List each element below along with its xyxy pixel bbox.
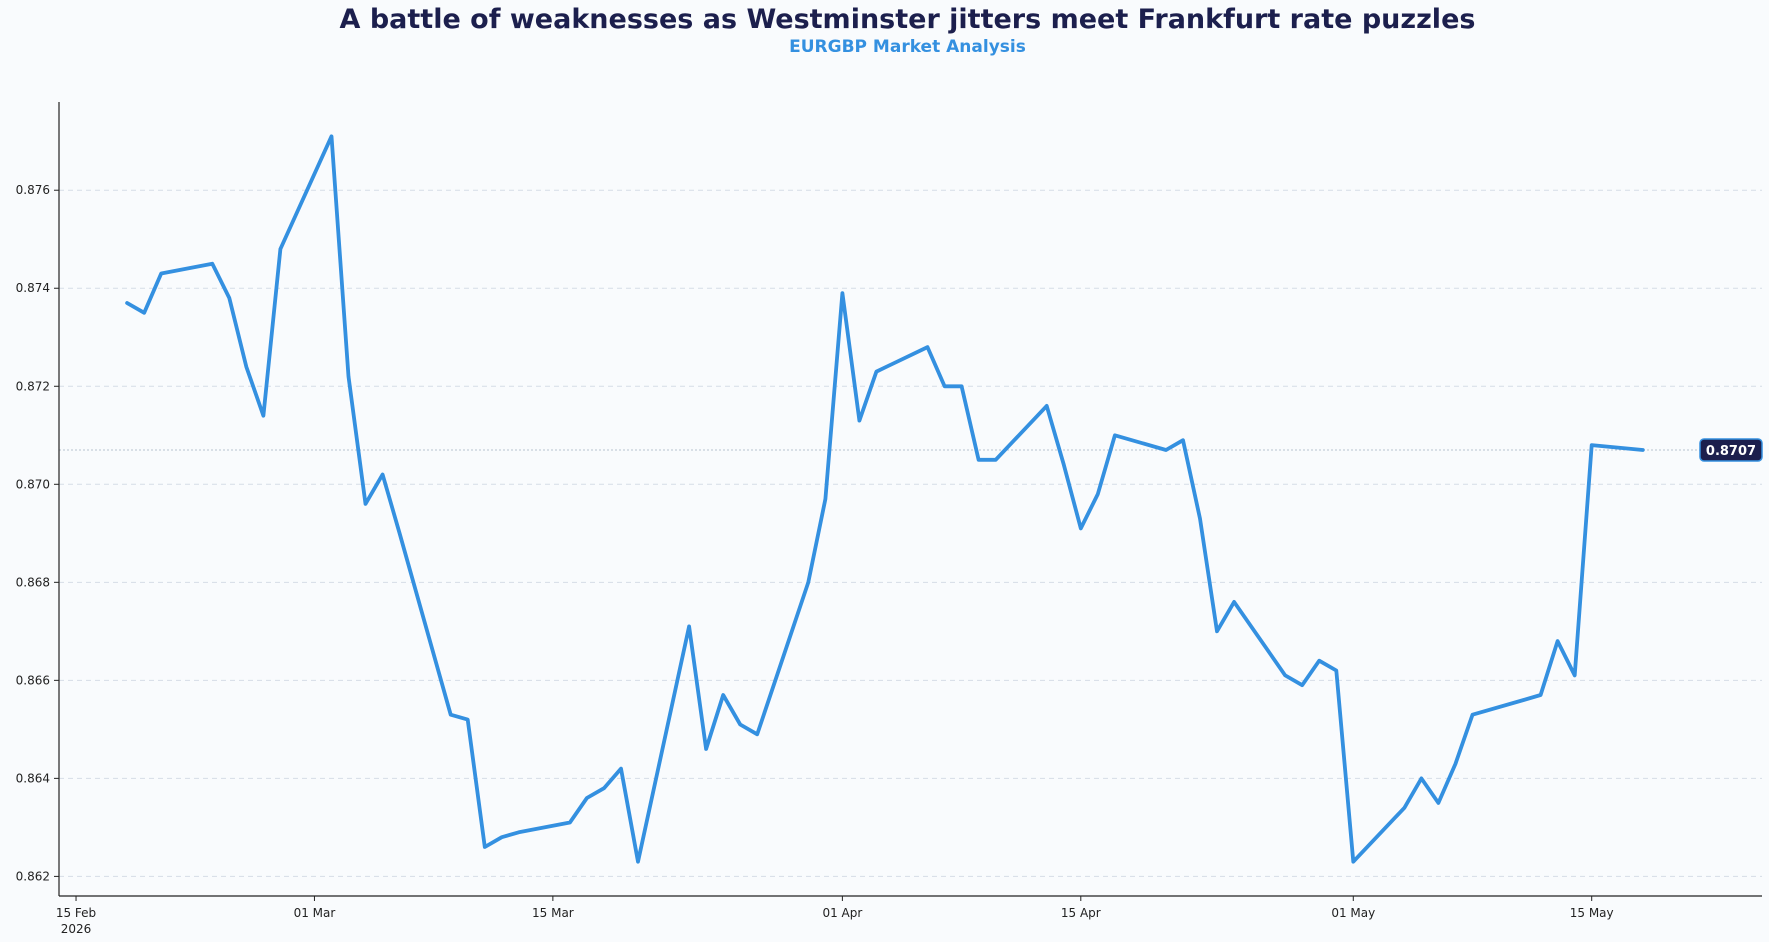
data-point [568,821,572,824]
data-point [1300,683,1304,687]
series-line [125,134,1645,864]
data-point [1164,448,1168,452]
data-point [926,345,929,349]
x-tick-label: 15 Mar [532,906,574,920]
y-tick-label: 0.870 [16,477,50,491]
data-point [1351,860,1355,864]
data-point [500,835,504,839]
data-point [1198,517,1202,521]
data-point [1590,443,1594,447]
data-point [585,796,589,800]
data-point [1556,639,1560,643]
data-point [381,473,385,476]
data-point [806,580,810,584]
data-point [1045,404,1049,408]
data-point [874,370,878,374]
last-value-label: 0.8707 [1706,444,1756,459]
data-point [517,830,521,834]
data-point [483,845,487,849]
data-point [857,419,861,423]
chart-subtitle: EURGBP Market Analysis [789,37,1026,57]
data-point [1079,526,1083,530]
data-point [1573,673,1577,677]
data-point [244,365,248,369]
data-point [1096,492,1100,496]
data-point [1641,448,1645,452]
data-point [823,497,827,501]
data-point [1539,693,1543,697]
x-axis-ticks: 15 Feb 2026 01 Mar 15 Mar 01 Apr 15 Apr 01 May… [56,896,1614,936]
data-point [619,767,623,771]
x-tick-label: 15 Apr [1061,906,1101,920]
data-point [1402,806,1406,810]
data-point [704,747,708,751]
data-point [1454,762,1457,766]
y-tick-label: 0.874 [16,281,50,295]
data-point [960,384,964,388]
y-axis-ticks: 0.862 0.864 0.866 0.868 0.870 0.872 0.874 0.876 [16,183,59,883]
data-point [210,262,214,266]
data-point [1419,776,1423,780]
last-value-badge-box [1699,438,1763,462]
data-point [1181,438,1185,442]
y-tick-label: 0.864 [16,771,50,785]
data-point [687,624,691,628]
x-tick-label: 01 Mar [294,906,336,920]
data-point [721,693,725,697]
y-tick-label: 0.868 [16,575,50,589]
data-point [1062,463,1066,467]
data-point [943,384,947,388]
data-point [1232,600,1236,604]
data-point [466,718,470,722]
y-tick-label: 0.866 [16,673,50,687]
grid-lines [59,189,1762,877]
data-point [738,723,742,726]
data-point [449,713,453,717]
x-tick-label: 01 Apr [822,906,862,920]
data-point [398,531,402,535]
x-tick-label: 01 May [1331,906,1375,920]
data-point [755,732,759,736]
data-point [1522,698,1526,702]
data-point [1215,629,1219,633]
y-tick-label: 0.872 [16,379,50,393]
last-value-badge: 0.8707 [1699,438,1763,462]
x-tick-label: 15 Feb [56,906,96,920]
data-point [994,458,998,462]
data-point [125,301,129,305]
data-point [364,502,367,506]
data-point [636,860,640,864]
data-point [142,311,146,315]
data-point [1471,713,1474,717]
data-point [261,414,265,418]
x-tick-label: 15 May [1570,906,1614,920]
data-point [1436,801,1440,805]
chart-title: A battle of weaknesses as Westminster ji… [339,4,1476,35]
data-point [977,458,981,462]
data-point [1283,673,1287,677]
y-tick-label: 0.862 [16,869,50,883]
data-point [227,296,231,300]
data-point [330,134,333,138]
y-tick-label: 0.876 [16,183,50,197]
data-point [278,247,282,251]
series-layer [125,134,1645,864]
data-point [1113,433,1117,437]
data-point [347,375,350,378]
data-point [840,291,844,295]
axes [58,102,1762,897]
data-point [1334,669,1338,672]
x-tick-year-label: 2026 [61,922,92,936]
data-point [1317,659,1321,663]
data-point [602,786,606,790]
data-point [159,272,163,275]
